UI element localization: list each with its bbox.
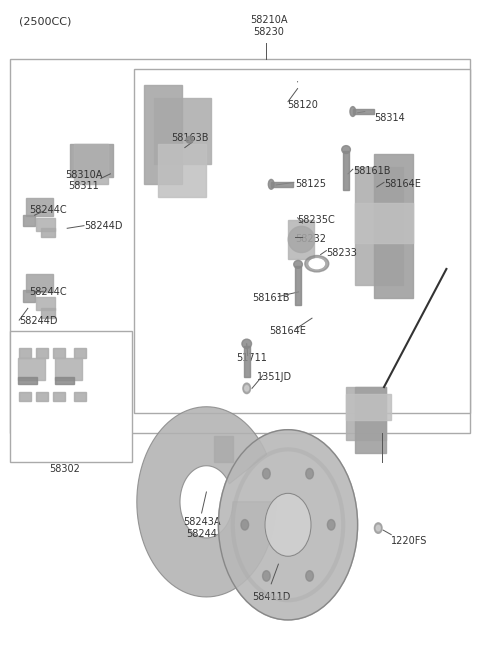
Text: 58314: 58314 — [374, 113, 405, 123]
Circle shape — [241, 520, 249, 530]
Bar — [158, 144, 206, 197]
Ellipse shape — [245, 386, 249, 391]
Bar — [355, 387, 386, 453]
PathPatch shape — [137, 407, 276, 597]
Circle shape — [306, 468, 313, 479]
Text: 58161B: 58161B — [353, 165, 390, 176]
Bar — [19, 392, 31, 401]
Bar — [10, 331, 132, 462]
Bar — [41, 308, 55, 318]
Bar — [70, 144, 113, 177]
Text: 51711: 51711 — [237, 352, 267, 363]
Bar — [23, 290, 35, 302]
Bar — [288, 220, 314, 259]
Ellipse shape — [374, 523, 382, 533]
Text: 1220FS: 1220FS — [391, 536, 428, 546]
Circle shape — [306, 571, 313, 581]
Bar — [53, 392, 65, 401]
Text: 58161B: 58161B — [252, 293, 290, 304]
Text: 1351JD: 1351JD — [257, 372, 292, 382]
Bar — [74, 348, 86, 358]
Text: 58120: 58120 — [287, 100, 318, 110]
Bar — [355, 203, 413, 243]
Bar — [214, 436, 233, 462]
Bar — [26, 274, 53, 292]
Bar — [18, 377, 37, 384]
Bar — [346, 394, 391, 420]
Bar — [19, 348, 31, 358]
Bar — [346, 387, 386, 440]
Circle shape — [263, 468, 270, 479]
Circle shape — [218, 430, 358, 620]
Bar — [353, 109, 374, 114]
Bar — [374, 154, 413, 298]
Bar — [36, 297, 55, 310]
Text: (2500CC): (2500CC) — [19, 16, 72, 26]
Text: 58244C: 58244C — [29, 205, 67, 215]
Bar — [295, 266, 301, 305]
Bar — [154, 98, 211, 164]
Bar — [53, 348, 65, 358]
Ellipse shape — [305, 255, 329, 272]
Bar — [26, 198, 53, 216]
Text: 58244D: 58244D — [84, 221, 122, 232]
Circle shape — [263, 571, 270, 581]
Bar — [23, 215, 35, 226]
Text: 58235C: 58235C — [298, 215, 336, 225]
Bar — [18, 358, 45, 380]
Bar — [134, 69, 470, 413]
Text: 58244D: 58244D — [19, 316, 58, 327]
Bar — [36, 348, 48, 358]
Text: 58233: 58233 — [326, 247, 357, 258]
Bar — [74, 144, 108, 184]
Text: 58210A
58230: 58210A 58230 — [250, 16, 288, 37]
Bar — [244, 346, 250, 377]
Bar — [355, 167, 403, 285]
Text: 58125: 58125 — [295, 178, 326, 189]
Ellipse shape — [186, 136, 193, 143]
Text: 58163B: 58163B — [171, 133, 208, 143]
Text: 58244C: 58244C — [29, 287, 67, 297]
Text: 58232: 58232 — [295, 234, 326, 245]
Text: 58310A
58311: 58310A 58311 — [65, 170, 103, 191]
Ellipse shape — [268, 179, 274, 190]
Ellipse shape — [342, 146, 350, 154]
Bar — [10, 59, 470, 433]
Ellipse shape — [309, 258, 324, 269]
Text: 58302: 58302 — [49, 464, 80, 474]
Ellipse shape — [243, 383, 251, 394]
Bar — [74, 392, 86, 401]
Bar — [55, 358, 82, 380]
Circle shape — [265, 493, 311, 556]
Bar — [271, 182, 293, 187]
Text: 58164E: 58164E — [384, 178, 421, 189]
Text: 58411D: 58411D — [252, 592, 290, 602]
Text: 58164E: 58164E — [270, 326, 306, 337]
Ellipse shape — [288, 226, 315, 253]
Bar — [55, 377, 74, 384]
Ellipse shape — [376, 525, 380, 531]
Bar — [36, 218, 55, 231]
Bar — [36, 392, 48, 401]
Ellipse shape — [350, 106, 356, 116]
Bar — [41, 228, 55, 237]
Ellipse shape — [242, 339, 252, 348]
Bar — [343, 151, 349, 190]
Text: 58243A
58244: 58243A 58244 — [183, 518, 220, 539]
Circle shape — [327, 520, 335, 530]
Bar — [144, 85, 182, 184]
Ellipse shape — [294, 260, 302, 268]
